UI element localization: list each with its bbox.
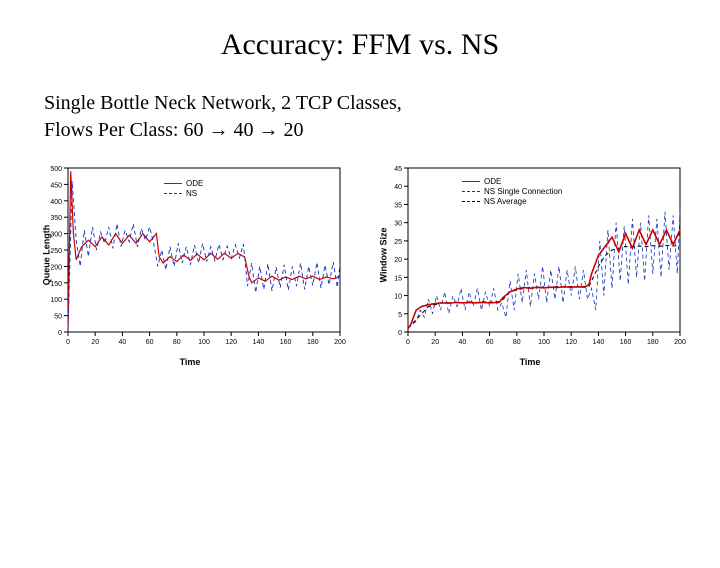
svg-text:5: 5: [398, 312, 402, 319]
svg-text:80: 80: [513, 339, 521, 346]
svg-text:200: 200: [674, 339, 686, 346]
legend-swatch: [164, 193, 182, 194]
svg-text:140: 140: [593, 339, 605, 346]
svg-text:15: 15: [394, 275, 402, 282]
svg-text:40: 40: [119, 339, 127, 346]
charts-row: 0204060801001201401601802000501001502002…: [30, 158, 690, 358]
legend-item: NS Average: [462, 197, 562, 206]
y-axis-label: Window Size: [378, 228, 388, 283]
svg-text:120: 120: [565, 339, 577, 346]
svg-text:350: 350: [50, 215, 62, 222]
svg-text:0: 0: [406, 339, 410, 346]
legend-item: NS Single Connection: [462, 187, 562, 196]
x-axis-label: Time: [370, 357, 690, 367]
legend-label: NS Single Connection: [484, 187, 562, 196]
svg-text:40: 40: [459, 339, 467, 346]
svg-text:400: 400: [50, 199, 62, 206]
window-size-chart: 0 20 40 60 80 100 120 140 160 180 200 0 5 10 15 20 25 30 3…: [370, 158, 690, 358]
page-title: Accuracy: FFM vs. NS: [0, 28, 720, 62]
svg-text:20: 20: [91, 339, 99, 346]
svg-text:500: 500: [50, 166, 62, 173]
svg-text:160: 160: [620, 339, 632, 346]
svg-text:45: 45: [394, 166, 402, 173]
legend-label: NS Average: [484, 197, 527, 206]
legend: ODENS: [160, 176, 207, 201]
queue-length-chart: 0 20 40 60 80 100 120 140 160 180 200 0 50 100 150 200 2…: [30, 158, 350, 358]
legend-label: ODE: [186, 179, 203, 188]
svg-text:180: 180: [307, 339, 319, 346]
svg-text:100: 100: [538, 339, 550, 346]
svg-text:100: 100: [198, 339, 210, 346]
svg-text:180: 180: [647, 339, 659, 346]
svg-text:40: 40: [394, 184, 402, 191]
legend-item: ODE: [164, 179, 203, 188]
svg-text:60: 60: [486, 339, 494, 346]
svg-text:60: 60: [146, 339, 154, 346]
svg-text:450: 450: [50, 182, 62, 189]
svg-text:200: 200: [334, 339, 346, 346]
subtitle: Single Bottle Neck Network, 2 TCP Classe…: [44, 90, 720, 144]
svg-text:250: 250: [50, 248, 62, 255]
svg-text:300: 300: [50, 232, 62, 239]
subtitle-line1: Single Bottle Neck Network, 2 TCP Classe…: [44, 92, 402, 114]
svg-text:80: 80: [173, 339, 181, 346]
legend-item: NS: [164, 189, 203, 198]
svg-text:10: 10: [394, 294, 402, 301]
svg-text:0: 0: [58, 330, 62, 337]
legend-swatch: [462, 201, 480, 202]
svg-text:120: 120: [225, 339, 237, 346]
svg-text:0: 0: [66, 339, 70, 346]
legend-item: ODE: [462, 177, 562, 186]
svg-text:100: 100: [50, 297, 62, 304]
legend-label: ODE: [484, 177, 501, 186]
svg-text:25: 25: [394, 239, 402, 246]
legend-swatch: [164, 183, 182, 184]
svg-text:50: 50: [54, 314, 62, 321]
svg-text:150: 150: [50, 281, 62, 288]
svg-text:160: 160: [280, 339, 292, 346]
y-axis-label: Queue Length: [41, 225, 51, 286]
svg-text:0: 0: [398, 330, 402, 337]
svg-text:20: 20: [394, 257, 402, 264]
x-axis-label: Time: [30, 357, 350, 367]
legend-swatch: [462, 181, 480, 182]
legend-label: NS: [186, 189, 197, 198]
svg-text:140: 140: [253, 339, 265, 346]
subtitle-line2: Flows Per Class: 60 → 40 → 20: [44, 119, 303, 141]
svg-text:200: 200: [50, 264, 62, 271]
svg-text:35: 35: [394, 202, 402, 209]
svg-text:30: 30: [394, 221, 402, 228]
legend: ODENS Single ConnectionNS Average: [458, 174, 566, 209]
legend-swatch: [462, 191, 480, 192]
svg-text:20: 20: [431, 339, 439, 346]
